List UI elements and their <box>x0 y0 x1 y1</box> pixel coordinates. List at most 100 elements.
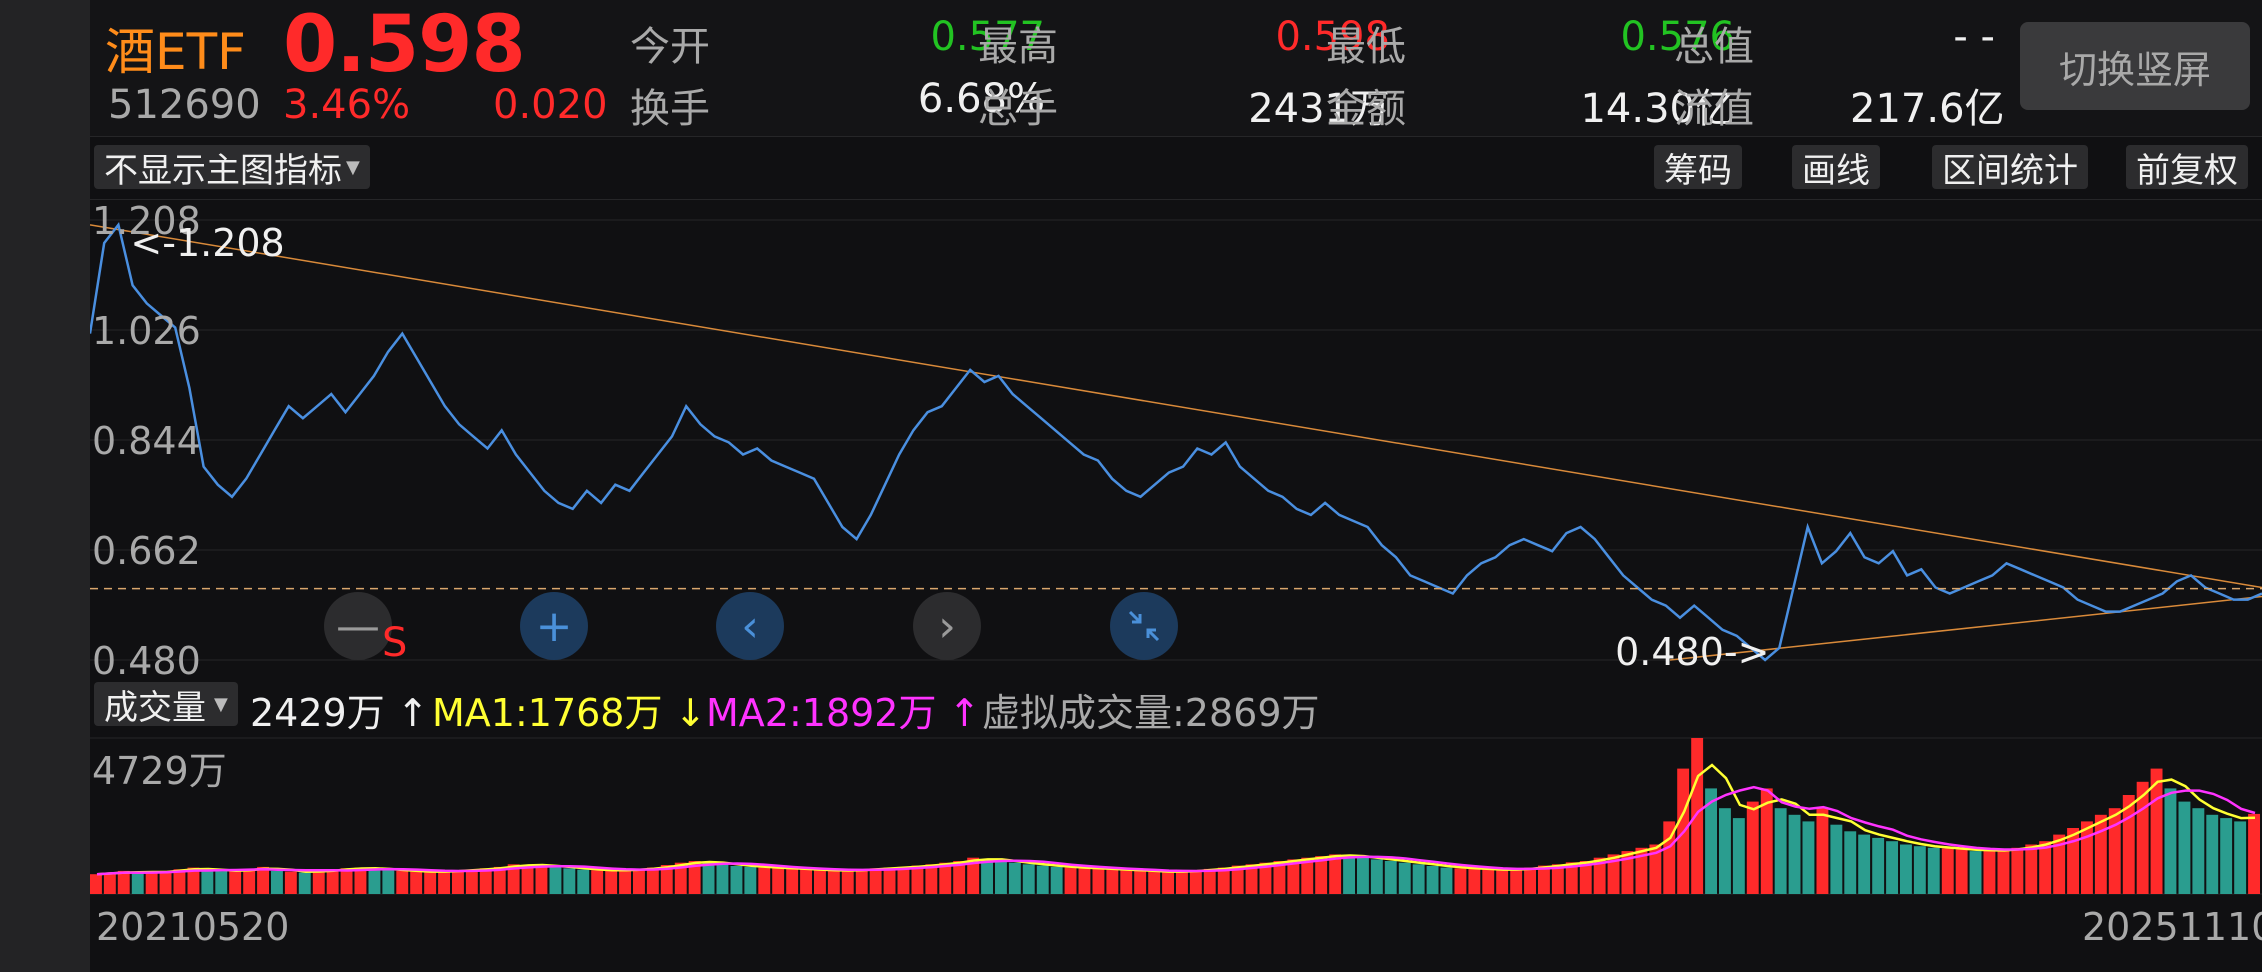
price-tick-label: 1.026 <box>92 309 201 353</box>
x-axis-end-date: 20251110 <box>2082 905 2262 949</box>
volume-bar <box>1384 861 1397 894</box>
stat-label-open: 今开 <box>630 24 710 70</box>
volume-bar <box>2248 813 2260 894</box>
chevron-down-icon: ▼ <box>214 693 228 715</box>
zoom-in-button[interactable]: + <box>520 592 588 660</box>
volume-bar <box>1760 788 1773 894</box>
volume-bar <box>2108 808 2121 894</box>
price-axis-ticks: 1.208 1.026 0.844 0.662 0.480 <box>92 199 201 683</box>
volume-bar <box>1217 867 1230 894</box>
volume-bar <box>1705 788 1717 894</box>
volume-bar <box>1468 868 1481 894</box>
volume-bar <box>354 867 367 894</box>
volume-bar <box>1203 868 1216 894</box>
volume-bar <box>911 865 924 894</box>
security-name: 酒ETF <box>105 23 246 81</box>
volume-bar <box>1482 869 1495 894</box>
volume-bar <box>1176 870 1188 894</box>
volume-indicator-select[interactable]: 成交量 ▼ <box>94 682 238 728</box>
switch-portrait-button[interactable]: 切换竖屏 <box>2020 22 2250 110</box>
volume-bar <box>298 872 311 894</box>
volume-bar <box>925 864 938 894</box>
chart-canvas[interactable]: 1.208 1.026 0.844 0.662 0.480 <-1.208 0.480-… <box>90 0 2262 972</box>
volume-bar <box>1719 808 1731 894</box>
volume-bar <box>340 868 353 894</box>
compress-button[interactable] <box>1110 592 1178 660</box>
scroll-left-button[interactable]: ‹ <box>716 592 784 660</box>
draw-line-button[interactable]: 画线 <box>1792 145 1880 191</box>
volume-bar <box>1398 862 1411 894</box>
range-stats-button[interactable]: 区间统计 <box>1932 145 2088 191</box>
volume-bar <box>1134 870 1147 894</box>
volume-bar <box>2178 801 2191 894</box>
volume-bar <box>1231 865 1244 894</box>
volume-bar <box>2234 821 2247 894</box>
volume-bar <box>841 870 854 894</box>
trend-lines <box>90 224 2262 661</box>
indicator-select[interactable]: 不显示主图指标 ▼ <box>94 145 370 191</box>
volume-bar <box>2150 768 2163 894</box>
volume-bars <box>90 738 2260 894</box>
quote-header: 酒ETF 0.598 512690 3.46% 0.020 今开 0.577 最… <box>90 0 2262 137</box>
volume-bar <box>1983 850 1996 894</box>
volume-bar <box>257 866 269 894</box>
volume-bar <box>1022 864 1035 894</box>
volume-bar <box>646 867 659 894</box>
stat-value-turnover: 6.68% <box>917 76 1045 122</box>
volume-bar <box>1955 849 1968 894</box>
volume-bar <box>284 871 297 894</box>
volume-bar <box>1008 862 1021 894</box>
volume-bar <box>1621 851 1634 894</box>
volume-bar <box>2164 788 2177 894</box>
stat-value-amount: 14.30亿 <box>1580 86 1735 132</box>
upper-trend-line <box>90 224 2262 589</box>
volume-bar <box>730 866 743 894</box>
scroll-right-button[interactable]: › <box>913 592 981 660</box>
volume-bar <box>563 868 576 894</box>
volume-bar <box>1941 848 1954 894</box>
volume-bar <box>744 866 757 894</box>
chip-distribution-button[interactable]: 筹码 <box>1654 145 1742 191</box>
volume-bar <box>2220 818 2233 894</box>
virtual-volume: 虚拟成交量:2869万 <box>982 691 1320 735</box>
volume-bar <box>1858 834 1871 894</box>
volume-bar <box>619 869 631 894</box>
volume-bar <box>1357 857 1369 894</box>
volume-bar <box>577 869 590 894</box>
stat-value-float-value: 217.6亿 <box>1850 86 2005 132</box>
volume-current: 2429万 ↑ <box>250 691 429 735</box>
change-percent: 3.46% <box>283 82 411 128</box>
volume-bar <box>535 865 548 894</box>
stat-value-open: 0.577 <box>930 14 1045 60</box>
volume-bar <box>1120 870 1133 894</box>
volume-bar <box>995 861 1007 894</box>
price-grid <box>90 219 2262 895</box>
volume-bar <box>869 868 882 894</box>
volume-bar <box>939 862 952 894</box>
volume-bar <box>521 865 534 894</box>
forward-adjust-button[interactable]: 前复权 <box>2126 145 2248 191</box>
volume-bar <box>507 864 520 894</box>
price-tick-label: 1.208 <box>92 199 201 243</box>
stat-value-high: 0.598 <box>1275 14 1390 60</box>
volume-bar <box>1900 844 1912 894</box>
stat-label-high: 最高 <box>978 24 1058 70</box>
volume-bar <box>229 870 242 894</box>
stat-label-amount: 金额 <box>1326 86 1406 132</box>
volume-bar <box>953 861 966 894</box>
volume-bar <box>1162 872 1174 894</box>
volume-bar <box>772 868 785 894</box>
volume-bar <box>2067 828 2079 894</box>
volume-bar <box>1788 814 1801 894</box>
volume-bar <box>633 868 645 894</box>
zoom-out-button[interactable]: — <box>324 592 392 660</box>
change-amount: 0.020 <box>493 82 608 128</box>
volume-bar <box>465 869 478 894</box>
volume-bar <box>1092 868 1105 894</box>
volume-bar <box>424 872 437 894</box>
volume-bar <box>2053 834 2066 894</box>
volume-bar <box>1872 837 1885 894</box>
price-line <box>90 221 2262 662</box>
volume-bar <box>1774 808 1787 894</box>
volume-bar <box>1579 861 1592 894</box>
